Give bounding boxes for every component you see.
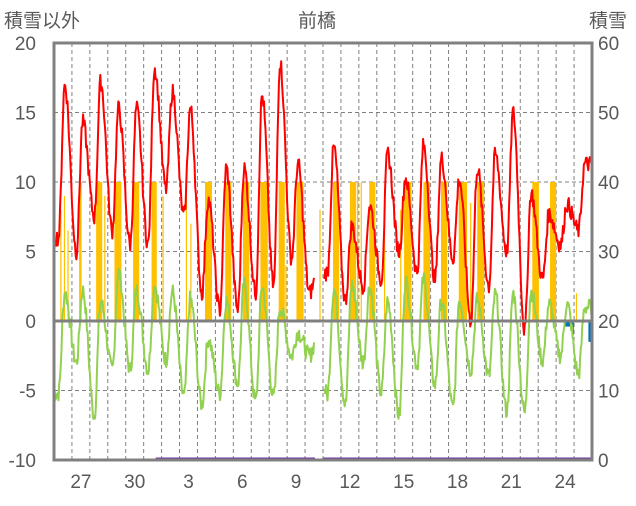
sunshine-bar xyxy=(151,182,157,321)
x-tick-label: 15 xyxy=(393,472,414,493)
sunshine-bar xyxy=(67,230,69,321)
temperature-high-series xyxy=(323,106,593,336)
sunshine-bar xyxy=(79,182,82,321)
sunshine-bar xyxy=(423,182,431,321)
sunshine-bar xyxy=(190,223,192,321)
sunshine-bar xyxy=(225,182,232,321)
y-tick-label-left: 5 xyxy=(25,243,36,264)
temperature-low-series xyxy=(53,267,315,420)
x-tick-label: 27 xyxy=(70,472,91,493)
y-tick-label-right: 40 xyxy=(598,173,619,194)
y-tick-label-left: 15 xyxy=(15,104,36,125)
y-tick-label-right: 0 xyxy=(598,451,609,472)
temperature-high-series xyxy=(53,60,315,317)
sunshine-bar xyxy=(96,182,103,321)
sunshine-bar xyxy=(133,182,140,321)
x-tick-label: 9 xyxy=(291,472,302,493)
sunshine-bar xyxy=(260,182,268,321)
x-tick-label: 6 xyxy=(237,472,248,493)
sunshine-bar xyxy=(383,223,386,321)
x-tick-label: 21 xyxy=(501,472,522,493)
sunshine-bar xyxy=(369,182,376,321)
y-tick-label-right: 50 xyxy=(598,104,619,125)
sunshine-bar xyxy=(477,182,485,321)
precip-bar xyxy=(565,321,573,327)
y-tick-label-right: 60 xyxy=(598,34,619,55)
right-axis-title: 積雪 xyxy=(589,10,627,32)
sunshine-bar xyxy=(360,182,362,321)
sunshine-bar xyxy=(296,182,304,321)
sunshine-bar xyxy=(349,182,357,321)
precip-bar xyxy=(588,321,592,342)
sunshine-bar xyxy=(552,182,554,321)
sunshine-bar xyxy=(575,293,578,321)
sunshine-bar xyxy=(204,182,212,321)
chart-title: 前橋 xyxy=(298,10,336,32)
sunshine-bar xyxy=(404,182,412,321)
sunshine-bar xyxy=(104,195,106,321)
y-tick-label-left: 0 xyxy=(25,312,36,333)
sunshine-bar xyxy=(60,209,62,321)
precip-bar xyxy=(572,321,574,335)
y-tick-label-right: 10 xyxy=(598,382,619,403)
y-tick-label-left: -5 xyxy=(19,382,36,403)
sunshine-bar xyxy=(162,195,164,321)
sunshine-bar xyxy=(285,265,287,321)
sunshine-bar xyxy=(63,195,66,321)
y-tick-label-right: 30 xyxy=(598,243,619,264)
sunshine-bar xyxy=(278,182,285,321)
sunshine-bar xyxy=(441,182,448,321)
sunshine-bar xyxy=(243,182,250,321)
sunshine-bar xyxy=(458,182,468,321)
left-axis-title: 積雪以外 xyxy=(4,10,80,32)
x-tick-label: 18 xyxy=(447,472,468,493)
temperature-low-series xyxy=(323,272,593,420)
y-tick-label-right: 20 xyxy=(598,312,619,333)
x-tick-label: 12 xyxy=(339,472,360,493)
y-tick-label-left: 10 xyxy=(15,173,36,194)
sunshine-bar xyxy=(333,182,340,321)
x-tick-label: 30 xyxy=(124,472,145,493)
sunshine-bar xyxy=(400,209,402,321)
sunshine-bar xyxy=(532,182,539,321)
x-tick-label: 24 xyxy=(555,472,577,493)
sunshine-bar xyxy=(114,182,122,321)
grid xyxy=(54,43,592,460)
sunshine-bar xyxy=(319,209,321,321)
frame xyxy=(52,41,594,462)
x-tick-label: 3 xyxy=(183,472,194,493)
sunshine-bar xyxy=(185,195,188,321)
sunshine-bar xyxy=(470,202,472,321)
y-tick-label-left: 20 xyxy=(15,34,36,55)
y-tick-label-left: -10 xyxy=(9,451,36,472)
plot-frame xyxy=(52,41,594,462)
